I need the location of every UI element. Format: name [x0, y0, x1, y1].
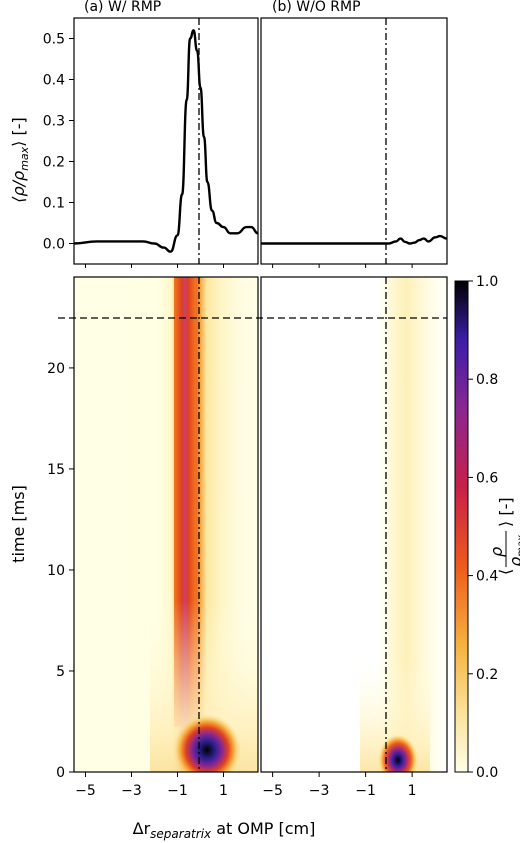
panel-a-title: (a) W/ RMP — [84, 0, 161, 15]
top-y-label: ⟨ρ/ρmax⟩ [-] — [9, 117, 31, 203]
line-panel-b — [260, 17, 448, 265]
panel-b-frame — [260, 17, 448, 265]
cbar-label-den-rho: ρ — [506, 557, 520, 567]
heatmap-x-tick-label: −5 — [75, 783, 96, 799]
top-y-tick-label: 0.1 — [43, 196, 65, 212]
heatmap-x-tick-label: 1 — [219, 783, 228, 799]
colorbar-tick-label: 0.4 — [476, 569, 498, 585]
top-y-label-sub: max — [18, 146, 31, 170]
heatmap-b-peak — [378, 734, 418, 772]
colorbar-tick-label: 0.2 — [476, 667, 498, 683]
colorbar-gradient — [454, 280, 469, 773]
top-y-tick-label: 0.4 — [43, 73, 65, 89]
heatmap-b-frame — [260, 276, 448, 773]
heatmap-y-tick-label: 10 — [47, 563, 65, 579]
cbar-label-open: ⟨ — [496, 569, 515, 575]
panel-a-frame — [73, 17, 259, 265]
cbar-label-close: ⟩ [-] — [496, 497, 515, 527]
line-panel-a: 0.0 0.1 0.2 0.3 0.4 0.5 — [43, 17, 413, 268]
colorbar-ticks: 0.0 0.2 0.4 0.6 0.8 1.0 — [468, 274, 498, 781]
x-label-end: at OMP [cm] — [211, 819, 315, 838]
x-axis-label: Δrseparatrix at OMP [cm] — [133, 819, 316, 841]
heatmap-a-frame — [73, 276, 259, 773]
heatmap-ticks: 0 5 10 15 20 −5 −5 −3 −3 −1 −1 1 1 — [47, 361, 416, 799]
colorbar-tick-label: 0.0 — [476, 765, 498, 781]
panel-b-title: (b) W/O RMP — [272, 0, 361, 15]
colorbar-tick-label: 1.0 — [476, 274, 498, 290]
heatmap-y-tick-label: 0 — [56, 765, 65, 781]
top-y-tick-label: 0.2 — [43, 155, 65, 171]
colorbar: 0.00.20.40.60.81.0 ⟨ ρ ρmax ⟩ [-] — [454, 274, 520, 781]
colorbar-tick-label: 0.8 — [476, 372, 498, 388]
top-y-tick-label: 0.0 — [43, 237, 65, 253]
top-y-label-end: ⟩ [-] — [9, 117, 28, 147]
heatmap-x-tick-label: −1 — [355, 783, 376, 799]
colorbar-tick-label: 0.6 — [476, 470, 498, 486]
y-ticks-top: 0.0 0.1 0.2 0.3 0.4 0.5 — [43, 32, 413, 268]
top-y-tick-label: 0.5 — [43, 32, 65, 48]
heatmap-x-tick-label: −3 — [121, 783, 142, 799]
heatmap-x-tick-label: −1 — [167, 783, 188, 799]
cbar-label-num: ρ — [487, 547, 506, 557]
x-label-delta: Δr — [133, 819, 151, 838]
x-label-sub: separatrix — [150, 827, 212, 841]
top-y-tick-label: 0.3 — [43, 114, 65, 130]
heatmap-y-tick-label: 5 — [56, 664, 65, 680]
heatmap-y-tick-label: 20 — [47, 361, 65, 377]
cbar-label-den-sub: max — [516, 535, 520, 557]
colorbar-label: ⟨ ρ ρmax ⟩ [-] — [487, 497, 520, 575]
top-y-label-main: ⟨ρ/ρ — [9, 171, 28, 203]
heatmap-a-peak — [173, 714, 241, 772]
bottom-y-label: time [ms] — [9, 485, 28, 563]
series-line-a — [73, 29, 259, 253]
heatmap-panel-a — [74, 277, 258, 772]
cbar-label-den: ρmax — [506, 535, 520, 567]
heatmap-y-tick-label: 15 — [47, 462, 65, 478]
series-line-b — [260, 234, 448, 245]
heatmap-x-tick-label: 1 — [408, 783, 417, 799]
heatmap-x-tick-label: −3 — [309, 783, 330, 799]
heatmap-x-tick-label: −5 — [262, 783, 283, 799]
heatmap-panel-b — [261, 277, 447, 772]
